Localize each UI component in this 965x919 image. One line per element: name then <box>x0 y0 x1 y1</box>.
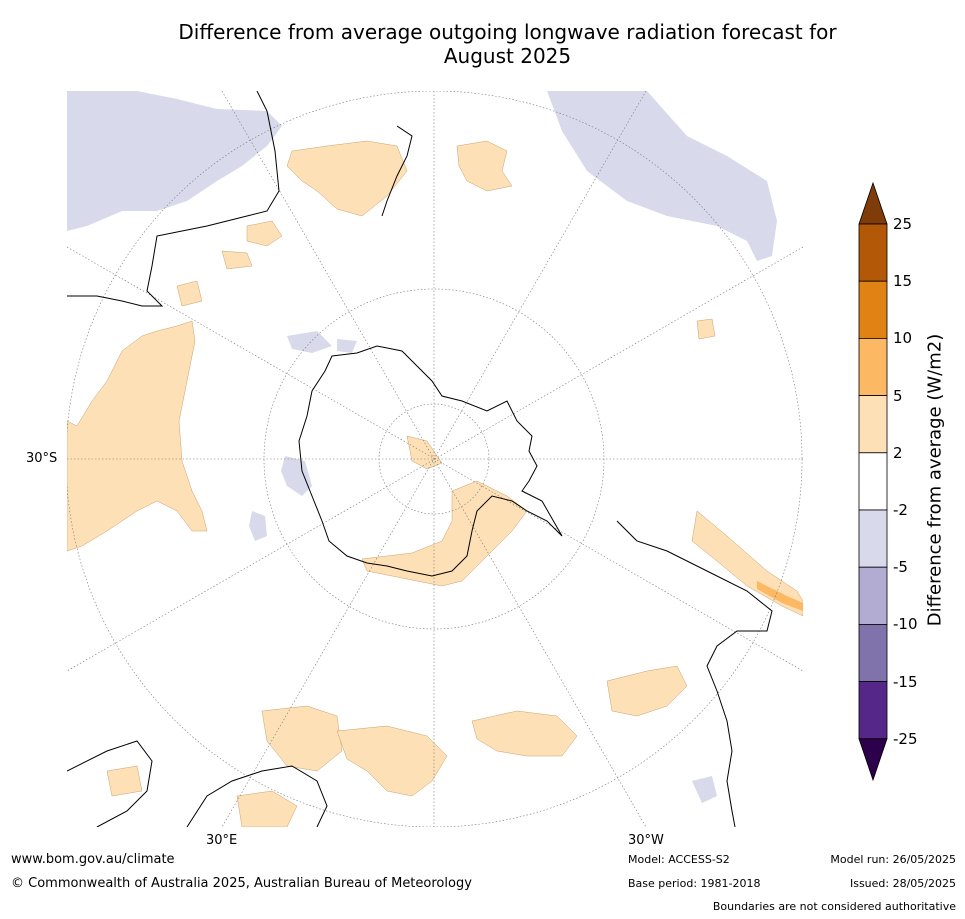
graticule <box>67 91 803 827</box>
footer-copyright: © Commonwealth of Australia 2025, Austra… <box>11 876 472 891</box>
colorbar-tick-label: -5 <box>893 558 908 577</box>
colorbar-segment <box>858 223 888 282</box>
region-orange-pole <box>406 435 443 470</box>
coastline-nz <box>381 125 413 217</box>
region-orange-se3 <box>471 710 578 757</box>
footer-model-run: Model run: 26/05/2025 <box>830 853 956 866</box>
region-orange-strong <box>757 581 803 611</box>
region-orange-5 <box>176 280 203 307</box>
colorbar-tick-label: -25 <box>893 729 918 748</box>
region-orange-se4 <box>606 665 688 717</box>
region-lavender-small5 <box>692 776 717 803</box>
colorbar-segment <box>858 566 888 625</box>
colorbar-tick-label: 15 <box>893 272 913 291</box>
region-lavender-small4 <box>337 339 357 353</box>
map-title-line1: Difference from average outgoing longwav… <box>178 20 837 44</box>
region-orange-sa <box>691 510 803 617</box>
colorbar-segment <box>858 509 888 568</box>
colorbar-tick-label: -2 <box>893 501 908 519</box>
map-title: Difference from average outgoing longwav… <box>60 20 955 68</box>
colorbar-segments <box>858 181 888 782</box>
colorbar-segment <box>858 395 888 454</box>
region-lavender-small3 <box>249 511 267 541</box>
polar-map <box>67 91 803 827</box>
region-orange-4 <box>221 250 253 270</box>
axis-label-bottom-left: 30°E <box>206 833 238 848</box>
region-orange-1 <box>286 140 408 217</box>
region-orange-se6 <box>106 765 143 797</box>
colorbar-segment <box>858 280 888 339</box>
axis-label-left: 30°S <box>26 451 58 466</box>
region-orange-west <box>67 320 208 552</box>
colorbar-title: Difference from average (W/m2) <box>924 333 946 627</box>
footer-base-period: Base period: 1981-2018 <box>628 877 761 890</box>
footer-url: www.bom.gov.au/climate <box>11 852 175 867</box>
map-svg <box>67 91 803 827</box>
colorbar-tick-label: 5 <box>893 386 903 405</box>
colorbar-segment <box>858 624 888 683</box>
colorbar-tick-label: 2 <box>893 443 903 462</box>
coastline-australia <box>67 91 280 307</box>
positive-anomaly-regions <box>67 140 803 827</box>
region-orange-6 <box>696 318 716 340</box>
coastlines <box>67 91 773 827</box>
coastline-south-africa <box>186 765 328 827</box>
colorbar-extend-top <box>858 181 888 225</box>
colorbar-tick-label: 25 <box>893 215 913 233</box>
meridian-120 <box>67 246 803 672</box>
colorbar-extend-bottom <box>858 738 888 782</box>
footer-model: Model: ACCESS-S2 <box>628 853 730 866</box>
coastline-africa <box>67 740 153 827</box>
axis-label-bottom-right: 30°W <box>628 833 664 848</box>
map-title-line2: August 2025 <box>443 44 572 68</box>
region-lavender-ne <box>547 91 777 261</box>
region-lavender-small2 <box>281 456 312 496</box>
region-orange-3 <box>246 220 283 247</box>
coastline-south-america <box>616 520 773 827</box>
colorbar-segment <box>858 337 888 396</box>
region-orange-se5 <box>236 790 298 827</box>
region-lavender-small1 <box>287 331 332 353</box>
colorbar-segment <box>858 452 888 511</box>
region-orange-2 <box>456 140 513 192</box>
region-orange-se2 <box>336 725 448 797</box>
colorbar-segment <box>858 681 888 740</box>
negative-anomaly-regions <box>67 91 777 803</box>
coastline-antarctica <box>298 345 563 577</box>
meridian-150 <box>221 91 647 827</box>
region-lavender-nw <box>67 91 282 231</box>
colorbar-tick-label: 10 <box>893 329 913 348</box>
colorbar-tick-label: -10 <box>893 615 918 634</box>
footer-issued: Issued: 28/05/2025 <box>849 877 956 890</box>
colorbar-tick-label: -15 <box>893 672 918 691</box>
footer-disclaimer: Boundaries are not considered authoritat… <box>712 900 956 913</box>
